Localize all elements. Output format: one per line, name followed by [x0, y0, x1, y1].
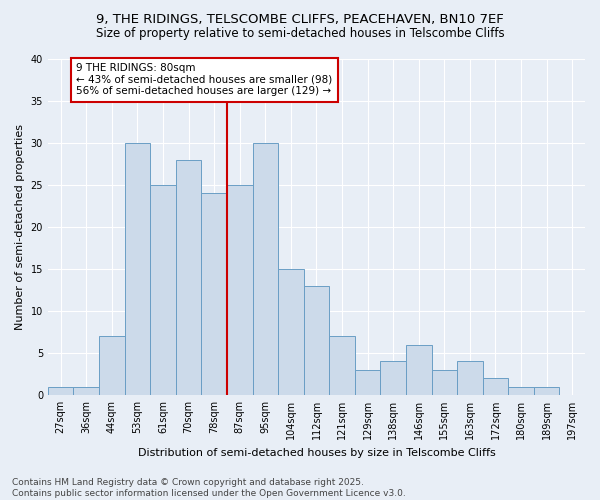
Bar	[73, 386, 99, 395]
Bar	[380, 362, 406, 395]
Bar	[482, 378, 508, 395]
Text: 9 THE RIDINGS: 80sqm
← 43% of semi-detached houses are smaller (98)
56% of semi-: 9 THE RIDINGS: 80sqm ← 43% of semi-detac…	[76, 63, 332, 96]
Bar	[304, 286, 329, 395]
Y-axis label: Number of semi-detached properties: Number of semi-detached properties	[15, 124, 25, 330]
Bar	[431, 370, 457, 395]
Text: Contains HM Land Registry data © Crown copyright and database right 2025.
Contai: Contains HM Land Registry data © Crown c…	[12, 478, 406, 498]
Bar	[534, 386, 559, 395]
Bar	[202, 194, 227, 395]
Bar	[176, 160, 202, 395]
Text: 9, THE RIDINGS, TELSCOMBE CLIFFS, PEACEHAVEN, BN10 7EF: 9, THE RIDINGS, TELSCOMBE CLIFFS, PEACEH…	[96, 12, 504, 26]
Bar	[278, 269, 304, 395]
Bar	[508, 386, 534, 395]
Bar	[253, 143, 278, 395]
Text: Size of property relative to semi-detached houses in Telscombe Cliffs: Size of property relative to semi-detach…	[95, 28, 505, 40]
Bar	[227, 185, 253, 395]
X-axis label: Distribution of semi-detached houses by size in Telscombe Cliffs: Distribution of semi-detached houses by …	[137, 448, 496, 458]
Bar	[150, 185, 176, 395]
Bar	[125, 143, 150, 395]
Bar	[99, 336, 125, 395]
Bar	[329, 336, 355, 395]
Bar	[355, 370, 380, 395]
Bar	[457, 362, 482, 395]
Bar	[48, 386, 73, 395]
Bar	[406, 344, 431, 395]
